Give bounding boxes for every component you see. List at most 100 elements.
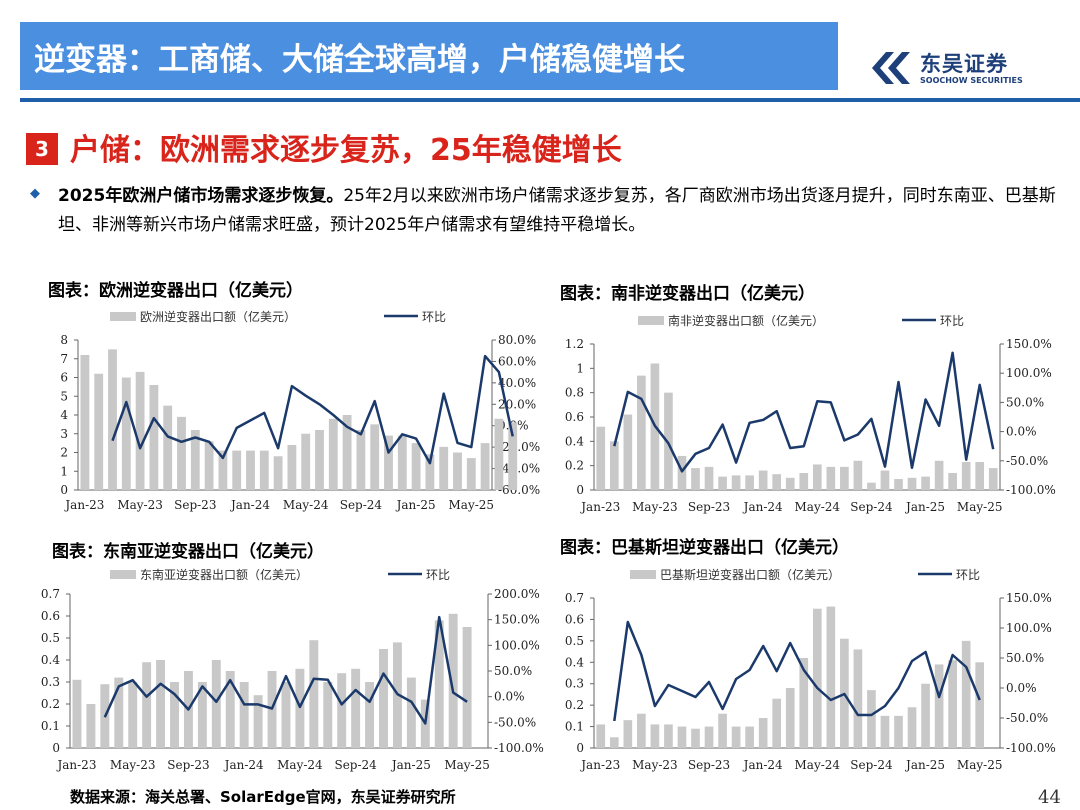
legend-bar-swatch [110,570,136,579]
bar [975,462,985,490]
x-tick-label: Jan-23 [55,758,96,772]
bar [287,445,297,490]
y-right-tick-label: 60.0% [498,354,536,368]
bar [745,726,754,748]
bar [315,430,324,490]
y-right-tick-label: 100.0% [1006,366,1052,380]
bar [609,441,619,490]
bar [190,430,200,490]
bar [596,724,606,748]
y-left-tick-label: 7 [60,352,68,366]
bar [691,468,700,490]
bar [894,715,903,748]
bar [384,435,393,490]
bar [356,430,366,490]
bar [772,698,782,748]
y-left-tick-label: 0.2 [41,697,60,711]
bar [425,454,435,490]
bar [301,433,311,490]
bar [948,660,957,748]
y-left-tick-label: 1.2 [565,337,584,351]
chart-title-sea: 图表：东南亚逆变器出口（亿美元） [52,542,324,562]
x-tick-label: May-24 [795,500,841,514]
legend-bar-label: 东南亚逆变器出口额（亿美元） [140,567,308,582]
bar [637,713,646,748]
chart-southeast-asia-inverter-export: 东南亚逆变器出口额（亿美元） 环比 0 0.1 0.2 0.3 0.4 0.5 0.6 0.7 -1… [41,567,544,772]
y-right-tick-label: -100.0% [1006,483,1056,497]
legend-bar-label: 欧洲逆变器出口额（亿美元） [140,309,296,324]
y-right-tick-label: 0.0% [1006,681,1037,695]
bar [812,464,822,490]
bar [704,466,714,490]
bar [988,468,998,490]
bar [718,713,727,748]
y-left-tick-label: 0.4 [41,653,60,667]
x-tick-label: Jan-24 [229,498,270,512]
bar [448,613,458,748]
y-right-tick-label: 80.0% [498,333,536,347]
y-left-tick-label: 0.5 [41,631,60,645]
bar [232,450,242,490]
mom-series-line [613,351,995,473]
bar [197,682,207,748]
bar [921,476,930,490]
y-left-tick-label: 0.7 [565,591,584,605]
bar [156,660,166,748]
x-tick-label: May-25 [957,758,1003,772]
bar [342,415,352,490]
y-left-tick-label: 0.3 [565,677,584,691]
chart-europe-inverter-export: 欧洲逆变器出口额（亿美元） 环比 0 1 2 3 4 5 6 7 8 -60.0% -40.0% -20.… [60,309,540,512]
bar [128,682,138,748]
y-left-tick-label: 0 [52,741,60,755]
x-tick-label: Jan-24 [223,758,264,772]
bar [731,726,741,748]
x-tick-label: Sep-24 [850,500,893,514]
y-right-tick-label: 150.0% [1006,591,1052,605]
x-tick-label: Jan-23 [579,758,620,772]
header-bar: 逆变器：工商储、大储全球高增，户储稳健增长 [20,22,838,90]
bar [758,718,768,748]
summary-paragraph: 2025年欧洲户储市场需求逐步恢复。25年2月以来欧洲市场户储需求逐步复苏，各厂… [58,182,1068,240]
bar [253,695,263,748]
bar [799,658,809,748]
bar [853,460,863,490]
bar [239,682,249,748]
y-left-tick-label: 0.2 [565,459,584,473]
legend-line-label: 环比 [426,568,450,582]
bar [397,435,407,490]
legend-line-label: 环比 [940,314,964,328]
bar [826,606,836,748]
bar [142,662,152,748]
y-left-tick-label: 0.2 [565,698,584,712]
bar [772,474,782,490]
bar [867,690,876,748]
bar [623,414,633,490]
bar [114,677,124,748]
x-tick-label: Sep-24 [334,758,377,772]
y-left-tick-label: 1 [576,361,584,375]
bar [351,668,361,748]
bar [170,682,179,748]
y-right-tick-label: 100.0% [1006,621,1052,635]
summary-text: 25年2月以来欧洲市场户储需求逐步复苏，各厂商欧洲市场出货逐月提升，同时东南亚、… [58,186,1056,235]
y-left-tick-label: 0 [60,483,68,497]
bar [480,443,490,490]
y-right-tick-label: -100.0% [494,741,544,755]
x-tick-label: Sep-24 [340,498,383,512]
y-right-tick-label: 50.0% [1006,395,1044,409]
bar [466,458,476,490]
bar [704,726,714,748]
bar [309,640,319,748]
y-right-tick-label: 150.0% [494,613,540,627]
mom-series-line [103,615,468,725]
bar [121,377,131,490]
bar [880,715,890,748]
y-right-tick-label: 50.0% [1006,651,1044,665]
bar [637,375,646,490]
bar [609,737,619,748]
bar [218,450,228,490]
legend-line-label: 环比 [956,568,980,582]
page-title: 逆变器：工商储、大储全球高增，户储稳健增长 [34,42,685,78]
bar [812,608,822,748]
bar [246,450,255,490]
